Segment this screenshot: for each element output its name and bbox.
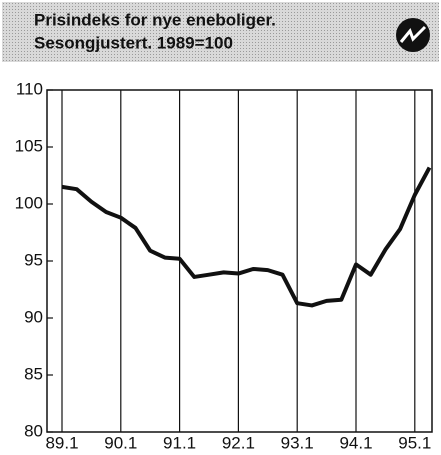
y-tick-label: 110	[16, 79, 43, 98]
chart-title: Prisindeks for nye eneboliger.	[34, 10, 276, 29]
y-tick-label: 95	[24, 250, 43, 269]
x-tick-label: 89.1	[45, 433, 78, 452]
x-tick-label: 93.1	[281, 433, 314, 452]
chart-subtitle: Sesongjustert. 1989=100	[34, 33, 233, 52]
y-tick-label: 80	[24, 421, 43, 440]
y-tick-label: 105	[15, 136, 43, 155]
plot-frame	[46, 89, 433, 433]
x-tick-label: 91.1	[163, 433, 196, 452]
header-background	[2, 2, 439, 62]
y-tick-label: 100	[15, 193, 43, 212]
y-tick-label: 90	[24, 307, 43, 326]
logo	[396, 18, 430, 52]
x-tick-label: 94.1	[339, 433, 372, 452]
line	[61, 166, 432, 308]
x-tick-label: 92.1	[222, 433, 255, 452]
x-tick-label: 90.1	[104, 433, 137, 452]
x-tick-label: 95.1	[398, 433, 431, 452]
y-tick-label: 85	[24, 364, 43, 383]
